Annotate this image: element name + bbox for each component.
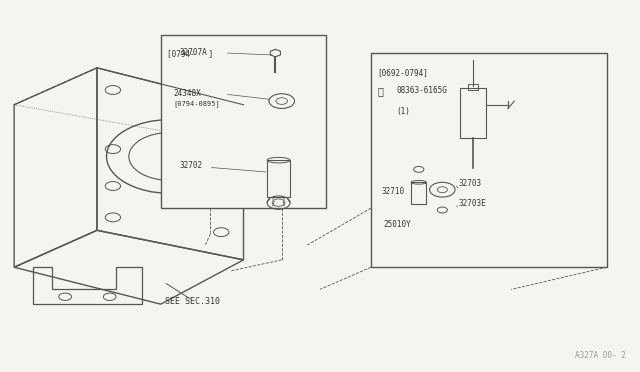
Bar <box>193 101 225 123</box>
Bar <box>460 88 486 138</box>
Bar <box>468 84 478 90</box>
Text: 08363-6165G: 08363-6165G <box>396 86 447 95</box>
Text: SEE SEC.310: SEE SEC.310 <box>165 297 220 306</box>
Text: Ⓢ: Ⓢ <box>378 86 383 96</box>
Text: 32703: 32703 <box>459 179 482 188</box>
Text: [0794-   ]: [0794- ] <box>167 49 213 58</box>
Text: 32707A: 32707A <box>180 48 207 57</box>
Text: 32702: 32702 <box>180 161 203 170</box>
Text: 25010Y: 25010Y <box>384 219 412 229</box>
Text: A327A 00- 2: A327A 00- 2 <box>575 350 626 359</box>
Bar <box>161 35 326 208</box>
Text: 32710: 32710 <box>382 187 405 196</box>
Text: 24348X: 24348X <box>173 89 201 97</box>
Bar <box>371 53 607 267</box>
Bar <box>267 160 290 197</box>
Bar <box>411 182 426 205</box>
Text: [0794-0895]: [0794-0895] <box>173 100 220 107</box>
Text: [0692-0794]: [0692-0794] <box>378 68 428 77</box>
Text: (1): (1) <box>396 107 410 116</box>
Text: 32703E: 32703E <box>459 199 486 208</box>
